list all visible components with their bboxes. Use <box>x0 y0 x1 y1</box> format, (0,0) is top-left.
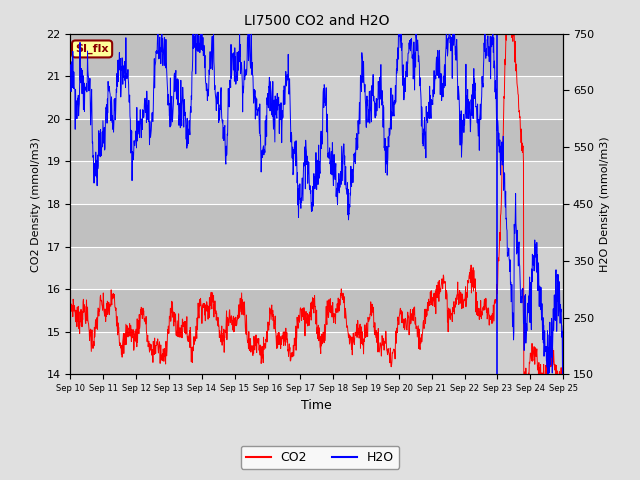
Legend: CO2, H2O: CO2, H2O <box>241 446 399 469</box>
Bar <box>70 161 563 204</box>
Bar <box>70 247 563 289</box>
Y-axis label: CO2 Density (mmol/m3): CO2 Density (mmol/m3) <box>31 136 41 272</box>
Bar <box>70 34 563 76</box>
Y-axis label: H2O Density (mmol/m3): H2O Density (mmol/m3) <box>600 136 610 272</box>
Text: SI_flx: SI_flx <box>76 44 109 54</box>
X-axis label: Time: Time <box>301 399 332 412</box>
Bar <box>70 332 563 374</box>
Bar <box>70 119 563 161</box>
Bar <box>70 289 563 332</box>
Bar <box>70 204 563 247</box>
Bar <box>70 76 563 119</box>
Title: LI7500 CO2 and H2O: LI7500 CO2 and H2O <box>244 14 390 28</box>
